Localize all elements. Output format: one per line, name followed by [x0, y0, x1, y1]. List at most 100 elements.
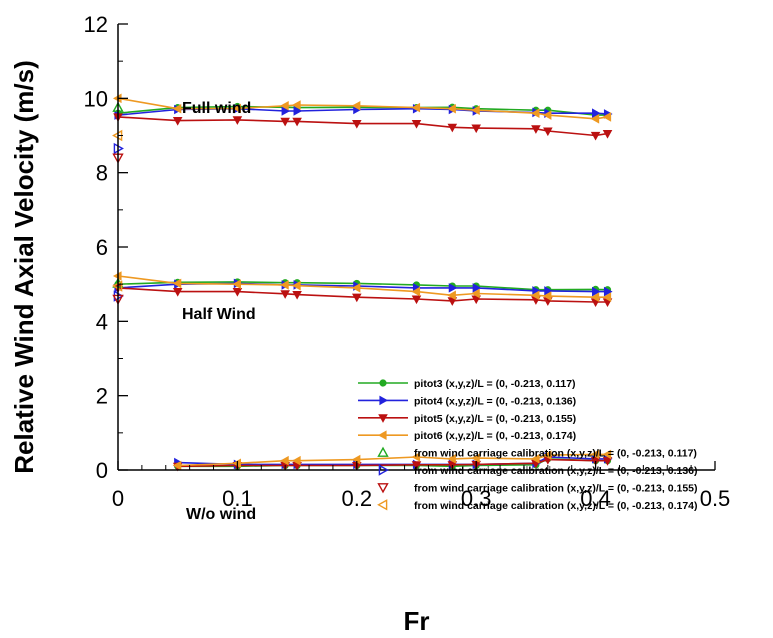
y-tick-label: 10 — [84, 86, 108, 111]
data-point — [232, 288, 243, 297]
data-point — [280, 290, 290, 299]
legend-label: from wind carriage calibration (x,y,z)/L… — [414, 465, 698, 477]
legend-marker — [378, 464, 389, 476]
data-point — [411, 295, 422, 305]
data-point — [602, 457, 613, 466]
data-point — [293, 106, 303, 116]
data-point — [544, 286, 553, 296]
data-point — [471, 124, 481, 134]
data-point — [352, 293, 362, 303]
data-point — [542, 450, 552, 460]
x-tick-label: 0.1 — [222, 486, 253, 511]
data-point — [590, 113, 600, 124]
data-point — [172, 288, 183, 297]
legend-marker — [377, 430, 387, 440]
data-point — [602, 449, 612, 460]
y-axis-title: Relative Wind Axial Velocity (m/s) — [9, 60, 39, 474]
legend-label: pitot3 (x,y,z)/L = (0, -0.213, 0.117) — [414, 378, 576, 390]
data-point — [352, 120, 362, 129]
legend-marker — [379, 395, 389, 406]
data-point — [530, 454, 540, 464]
data-point — [592, 286, 601, 297]
data-point — [447, 123, 458, 133]
data-point — [411, 102, 421, 113]
data-point — [172, 278, 182, 289]
series-line-2-2 — [177, 458, 608, 468]
legend-label: from wind carriage calibration (x,y,z)/L… — [414, 482, 698, 494]
data-point — [603, 286, 613, 297]
data-point — [447, 103, 456, 114]
data-point — [602, 130, 613, 139]
data-point — [471, 453, 480, 463]
legend-marker — [379, 379, 387, 387]
annotation-label: W/o wind — [186, 506, 256, 523]
data-point — [232, 116, 243, 125]
data-point — [292, 455, 301, 466]
data-point — [292, 100, 301, 110]
data-point — [472, 283, 482, 293]
legend-label: pitot6 (x,y,z)/L = (0, -0.213, 0.174) — [414, 430, 576, 442]
data-point — [590, 449, 600, 460]
data-point — [602, 292, 612, 302]
y-tick-label: 12 — [84, 12, 108, 37]
data-point — [447, 290, 456, 301]
data-point — [542, 291, 552, 301]
data-point — [471, 105, 480, 116]
data-point — [411, 286, 421, 297]
data-point — [172, 103, 182, 114]
y-tick-label: 0 — [96, 458, 108, 483]
data-point — [232, 103, 241, 114]
y-tick-label: 6 — [96, 235, 108, 260]
data-point — [351, 100, 361, 111]
legend-marker — [378, 414, 388, 423]
data-point — [542, 110, 552, 120]
axes: 0 0.1 0.2 0.3 0.4 0.5 0 2 4 6 8 10 12 Fr Relative Wind… — [9, 12, 730, 636]
data-point — [530, 290, 540, 301]
legend-marker — [377, 499, 388, 511]
data-point — [592, 108, 601, 118]
legend-label: pitot5 (x,y,z)/L = (0, -0.213, 0.155) — [414, 413, 576, 425]
legend-label: pitot4 (x,y,z)/L = (0, -0.213, 0.136) — [414, 395, 576, 407]
data-point — [351, 283, 361, 293]
annotation-label: Half Wind — [182, 306, 256, 323]
y-tick-label: 2 — [96, 384, 108, 409]
data-point — [292, 290, 302, 300]
y-tick-label: 4 — [96, 309, 108, 334]
data-point — [280, 455, 289, 466]
data-point — [590, 292, 600, 302]
data-point — [292, 280, 301, 291]
x-tick-label: 0.5 — [700, 486, 731, 511]
data-point — [448, 283, 458, 293]
legend-label: from wind carriage calibration (x,y,z)/L… — [414, 448, 697, 460]
data-point — [281, 106, 291, 116]
legend: pitot3 (x,y,z)/L = (0, -0.213, 0.117) pit… — [358, 378, 698, 512]
data-point — [602, 112, 612, 122]
data-point — [172, 460, 182, 471]
legend-marker — [377, 483, 389, 494]
annotation-label: Full wind — [182, 100, 251, 117]
data-point — [531, 125, 541, 134]
data-point — [292, 117, 302, 127]
data-point — [232, 279, 241, 289]
data-point — [280, 280, 289, 290]
series-line-3-2 — [177, 453, 608, 467]
data-point — [590, 131, 601, 141]
data-point — [543, 127, 553, 137]
x-tick-label: 0.4 — [580, 486, 611, 511]
x-tick-label: 0.3 — [461, 486, 492, 511]
x-tick-label: 0 — [112, 486, 124, 511]
data-point — [411, 461, 422, 470]
x-tick-label: 0.2 — [342, 486, 373, 511]
legend-marker — [377, 446, 389, 457]
data-point — [411, 120, 422, 129]
data-point — [471, 288, 480, 299]
data-point — [530, 108, 540, 118]
y-tick-label: 8 — [96, 161, 108, 186]
legend-label: from wind carriage calibration (x,y,z)/L… — [414, 500, 698, 512]
data-point — [280, 117, 290, 127]
annotations: Full wind Half Wind W/o wind — [182, 100, 256, 523]
data-point — [280, 100, 289, 111]
data-point — [447, 454, 456, 464]
data-point — [411, 452, 421, 462]
